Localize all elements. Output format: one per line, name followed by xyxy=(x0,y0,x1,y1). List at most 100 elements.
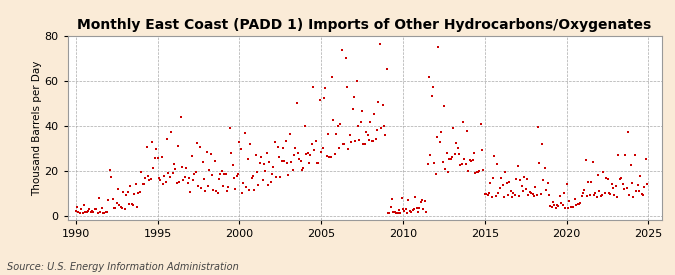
Point xyxy=(586,180,597,185)
Point xyxy=(363,138,374,142)
Point xyxy=(446,156,456,161)
Point xyxy=(246,176,257,180)
Point xyxy=(364,119,375,124)
Point xyxy=(296,167,307,172)
Point xyxy=(328,118,339,122)
Point xyxy=(237,191,248,195)
Point xyxy=(110,206,121,210)
Point xyxy=(256,155,267,159)
Point xyxy=(570,197,580,201)
Point xyxy=(234,140,245,145)
Point xyxy=(359,142,370,146)
Point xyxy=(105,167,115,172)
Point xyxy=(220,172,231,176)
Point xyxy=(439,104,450,108)
Point xyxy=(451,141,462,146)
Point xyxy=(553,204,564,208)
Point xyxy=(170,167,181,171)
Point xyxy=(535,192,546,196)
Point xyxy=(560,205,570,210)
Point xyxy=(155,178,165,182)
Point xyxy=(167,171,178,175)
Point xyxy=(436,130,447,135)
Point xyxy=(435,140,446,144)
Point xyxy=(301,152,312,156)
Point xyxy=(331,132,342,137)
Point xyxy=(564,199,574,203)
Point xyxy=(192,141,202,146)
Point xyxy=(472,169,483,174)
Point xyxy=(478,168,489,172)
Point xyxy=(355,120,366,124)
Point xyxy=(118,190,129,194)
Point xyxy=(391,211,402,215)
Point xyxy=(190,170,201,174)
Point xyxy=(433,45,443,49)
Point xyxy=(403,197,414,202)
Point xyxy=(279,158,290,163)
Point xyxy=(642,182,653,186)
Point xyxy=(90,207,101,211)
Point xyxy=(367,139,377,143)
Point xyxy=(464,158,475,162)
Point xyxy=(271,175,281,179)
Point xyxy=(242,156,253,161)
Point xyxy=(543,193,554,197)
Point xyxy=(101,210,111,214)
Point xyxy=(144,178,155,182)
Point xyxy=(130,182,141,186)
Point xyxy=(429,161,439,165)
Point xyxy=(93,196,104,200)
Point xyxy=(622,130,633,134)
Point xyxy=(102,209,113,214)
Point xyxy=(508,191,519,195)
Point xyxy=(494,186,505,190)
Point xyxy=(169,162,180,166)
Point xyxy=(80,210,90,214)
Point xyxy=(527,191,538,196)
Point xyxy=(430,172,441,176)
Point xyxy=(219,172,230,176)
Point xyxy=(140,176,151,180)
Point xyxy=(223,185,234,190)
Point xyxy=(176,115,186,120)
Point xyxy=(332,124,343,128)
Point xyxy=(456,162,467,166)
Point xyxy=(323,132,333,136)
Point xyxy=(249,188,260,192)
Point xyxy=(452,145,463,150)
Point xyxy=(134,190,145,194)
Point xyxy=(245,141,256,146)
Point xyxy=(310,138,321,143)
Point xyxy=(558,191,569,195)
Point xyxy=(462,128,472,133)
Point xyxy=(531,193,542,197)
Point xyxy=(609,193,620,197)
Point xyxy=(316,149,327,154)
Point xyxy=(369,112,380,116)
Point xyxy=(287,168,298,172)
Point xyxy=(347,106,358,111)
Point xyxy=(259,162,269,166)
Point xyxy=(371,137,381,141)
Point xyxy=(385,205,396,209)
Point xyxy=(283,173,294,177)
Point xyxy=(589,193,599,197)
Point xyxy=(470,171,481,175)
Point xyxy=(261,151,272,156)
Point xyxy=(149,156,160,161)
Point xyxy=(639,185,650,189)
Point xyxy=(373,100,384,104)
Point xyxy=(152,156,163,160)
Point xyxy=(117,206,128,210)
Point xyxy=(416,198,427,202)
Point xyxy=(126,202,137,207)
Point xyxy=(487,175,498,180)
Point xyxy=(511,177,522,182)
Point xyxy=(268,164,279,169)
Point xyxy=(368,138,379,143)
Point xyxy=(425,153,435,157)
Point xyxy=(315,98,325,102)
Point xyxy=(257,178,268,182)
Point xyxy=(621,186,632,190)
